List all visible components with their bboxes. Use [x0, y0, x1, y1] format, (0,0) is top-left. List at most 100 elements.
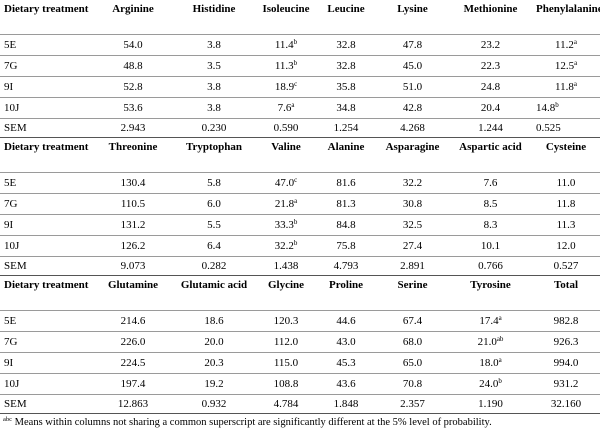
- cell-value: 14.8: [536, 102, 556, 114]
- table-cell: 0.527: [532, 256, 600, 276]
- cell-value: 20.0: [204, 336, 224, 348]
- cell-value: 994.0: [553, 357, 579, 369]
- cell-value: 18.6: [204, 315, 224, 327]
- table-cell: 11.2a: [532, 34, 600, 56]
- table-cell: 226.0: [94, 331, 172, 353]
- column-header: Proline: [316, 275, 376, 311]
- table-row: 7G 226.0 20.0 112.0 43.0 68.0 21.0ab 926.3: [0, 331, 600, 353]
- table-cell: 2.891: [376, 256, 449, 276]
- cell-value: 1.244: [478, 122, 503, 134]
- cell-value: 5.8: [207, 177, 221, 189]
- significance-superscript: b: [293, 218, 298, 226]
- table-row: 9I 131.2 5.5 33.3b 84.8 32.5 8.3 11.3: [0, 214, 600, 236]
- row-label: 10J: [0, 235, 94, 257]
- cell-value: 43.6: [336, 378, 356, 390]
- cell-value: 20.3: [204, 357, 224, 369]
- table-cell: 5.5: [172, 214, 256, 236]
- table-cell: 21.8a: [256, 193, 316, 215]
- column-header: Threonine: [94, 137, 172, 173]
- column-header: Tryptophan: [172, 137, 256, 173]
- row-label: 10J: [0, 97, 94, 119]
- significance-superscript: a: [498, 314, 502, 322]
- column-header: Total: [532, 275, 600, 311]
- cell-value: 18.0: [479, 357, 499, 369]
- table-cell: 12.0: [532, 235, 600, 257]
- cell-value: 75.8: [336, 240, 356, 252]
- cell-value: 10.1: [480, 240, 501, 252]
- table-cell: 54.0: [94, 34, 172, 56]
- cell-value: 8.5: [483, 198, 498, 210]
- table-cell: 8.3: [449, 214, 532, 236]
- table-cell: 14.8b: [532, 97, 600, 119]
- table-row: 7G 48.8 3.5 11.3b 32.8 45.0 22.3 12.5a: [0, 55, 600, 77]
- column-header: Leucine: [327, 3, 365, 15]
- table-cell: 67.4: [376, 310, 449, 332]
- table-cell: 0.230: [172, 118, 256, 138]
- table-cell: 8.5: [449, 193, 532, 215]
- sem-row: SEM 12.863 0.932 4.784 1.848 2.357 1.190 32.160: [0, 394, 600, 414]
- cell-value: 6.0: [207, 198, 221, 210]
- significance-superscript: ab: [496, 335, 504, 343]
- cell-value: 32.2: [274, 240, 294, 252]
- cell-value: 68.0: [402, 336, 423, 348]
- cell-value: 81.3: [336, 198, 356, 210]
- cell-value: 11.4: [274, 39, 294, 51]
- table-cell: 0.590: [256, 118, 316, 138]
- cell-value: 42.8: [402, 102, 423, 114]
- cell-value: 5E: [4, 177, 17, 189]
- table-cell: 35.8: [316, 76, 376, 98]
- header-row: Dietary treatment Arginine Histidine Isoleu…: [0, 0, 600, 35]
- table-cell: 0.282: [172, 256, 256, 276]
- footnote: abc Means within columns not sharing a c…: [3, 416, 492, 428]
- table-cell: 22.3: [449, 55, 532, 77]
- cell-value: 110.5: [120, 198, 146, 210]
- cell-value: 24.0: [479, 378, 499, 390]
- cell-value: 23.2: [480, 39, 501, 51]
- cell-value: 70.8: [402, 378, 423, 390]
- cell-value: 12.863: [117, 398, 149, 410]
- cell-value: 1.190: [478, 398, 503, 410]
- table-cell: 9.073: [94, 256, 172, 276]
- table-cell: 12.5a: [532, 55, 600, 77]
- table-cell: 65.0: [376, 352, 449, 374]
- cell-value: 10J: [4, 102, 20, 114]
- cell-value: 1.254: [333, 122, 359, 134]
- table-cell: 4.793: [316, 256, 376, 276]
- cell-value: 131.2: [120, 219, 146, 231]
- cell-value: 7G: [4, 60, 18, 72]
- table-cell: 32.2b: [256, 235, 316, 257]
- cell-value: 2.943: [120, 122, 146, 134]
- cell-value: 12.0: [556, 240, 576, 252]
- table-cell: 34.8: [316, 97, 376, 119]
- table-cell: 2.357: [376, 394, 449, 414]
- cell-value: 84.8: [336, 219, 356, 231]
- cell-value: 926.3: [553, 336, 579, 348]
- cell-value: 24.8: [480, 81, 501, 93]
- cell-value: 35.8: [336, 81, 356, 93]
- table-cell: 115.0: [256, 352, 316, 374]
- table-cell: 70.8: [376, 373, 449, 395]
- cell-value: 32.5: [402, 219, 423, 231]
- row-label: SEM: [0, 118, 94, 138]
- significance-superscript: b: [293, 38, 298, 46]
- table-cell: 47.8: [376, 34, 449, 56]
- row-label: 5E: [0, 310, 94, 332]
- table-cell: 11.0: [532, 172, 600, 194]
- table-cell: 7.6a: [256, 97, 316, 119]
- table-cell: 45.0: [376, 55, 449, 77]
- cell-value: 17.4: [479, 315, 499, 327]
- cell-value: SEM: [4, 122, 27, 134]
- table-cell: 5.8: [172, 172, 256, 194]
- table-cell: 197.4: [94, 373, 172, 395]
- table-cell: 11.3b: [256, 55, 316, 77]
- table-row: 10J 197.4 19.2 108.8 43.6 70.8 24.0b 931.2: [0, 373, 600, 395]
- table-cell: 17.4a: [449, 310, 532, 332]
- significance-superscript: a: [573, 38, 577, 46]
- row-label: 7G: [0, 331, 94, 353]
- cell-value: 7G: [4, 336, 18, 348]
- significance-superscript: a: [291, 101, 295, 109]
- table-cell: 47.0c: [256, 172, 316, 194]
- cell-value: 45.3: [336, 357, 356, 369]
- cell-value: 982.8: [553, 315, 579, 327]
- footnote-text: Means within columns not sharing a commo…: [12, 417, 492, 428]
